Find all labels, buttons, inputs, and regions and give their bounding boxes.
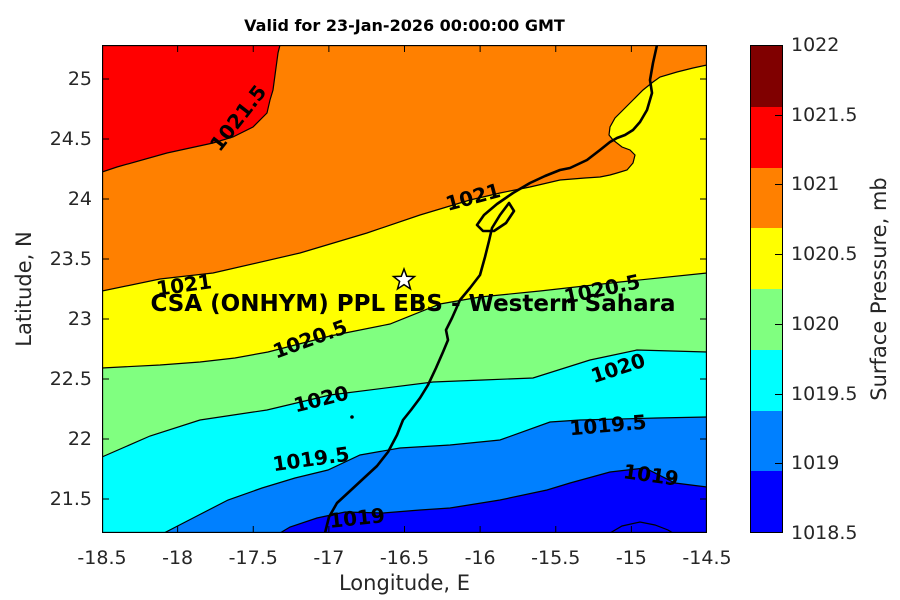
colorbar: [750, 45, 783, 533]
colorbar-tick-mark: [775, 463, 782, 465]
contour-line-1021.5: [101, 44, 281, 173]
colorbar-tick-label: 1021: [791, 173, 840, 196]
fill-band-above-1021.5: [102, 45, 280, 172]
contour-line-1021: [101, 64, 708, 292]
x-tick-label: -16.5: [379, 547, 430, 569]
coastline: [323, 43, 659, 535]
x-tick-label: -16: [464, 547, 496, 569]
colorbar-tick-label: 1019.5: [791, 382, 858, 405]
contour-line-1019: [279, 467, 708, 534]
y-tick-label: 22.5: [49, 368, 92, 390]
colorbar-tick-mark: [775, 393, 782, 395]
colorbar-tick-label: 1018.5: [791, 522, 858, 544]
y-tick-label: 22: [67, 428, 92, 450]
station-label: CSA (ONHYM) PPL EBS - Western Sahara: [150, 291, 675, 317]
colorbar-segment: [751, 349, 782, 411]
y-tick-label: 21.5: [49, 488, 92, 510]
colorbar-segment: [751, 46, 782, 107]
island-dot: [350, 415, 354, 419]
colorbar-axis-label: Surface Pressure, mb: [867, 177, 891, 401]
y-tick-label: 23: [67, 308, 92, 330]
x-tick-label: -17: [313, 547, 345, 569]
plot-title: Valid for 23-Jan-2026 00:00:00 GMT: [244, 16, 565, 35]
pressure-contour-map: 1021.5 1021 1021 1020.5 1020.5 1020 1020 1019.5…: [101, 43, 708, 535]
contour-line-1020.5: [101, 272, 708, 369]
colorbar-tick-label: 1019: [791, 452, 840, 475]
colorbar-segment: [751, 167, 782, 229]
colorbar-tick-label: 1021.5: [791, 103, 858, 126]
x-tick-label: -18.5: [77, 547, 127, 569]
colorbar-segment: [751, 289, 782, 350]
colorbar-tick-label: 1022: [791, 34, 840, 56]
x-tick-label: -15: [615, 547, 647, 569]
colorbar-segment: [751, 106, 782, 168]
x-axis-label: Longitude, E: [338, 571, 471, 595]
axes-box: [101, 44, 708, 534]
x-tick-label: -18: [162, 547, 194, 569]
contour-line-1019.5: [163, 416, 708, 534]
station-star-marker: [391, 266, 417, 291]
colorbar-tick-label: 1020: [791, 312, 840, 335]
y-tick-label: 24: [67, 187, 92, 210]
y-tick-label: 24.5: [49, 127, 92, 150]
x-tick-label: -17.5: [228, 547, 278, 569]
contour-line-1018.5: [609, 521, 674, 534]
contour-line-1020: [101, 349, 708, 458]
x-tick-label: -15.5: [531, 547, 581, 569]
colorbar-segment: [751, 410, 782, 472]
colorbar-tick-mark: [775, 254, 782, 256]
colorbar-segment: [751, 471, 782, 532]
colorbar-tick-label: 1020.5: [791, 243, 858, 266]
colorbar-tick-mark: [775, 323, 782, 325]
colorbar-tick-mark: [775, 184, 782, 186]
y-tick-label: 25: [67, 67, 92, 90]
y-tick-label: 23.5: [49, 247, 92, 270]
colorbar-tick-mark: [775, 114, 782, 116]
contour-label-1019: 1019: [328, 503, 386, 533]
pressure-map-canvas: 1021.5102110211020.51020.5102010201019.5…: [101, 43, 708, 535]
x-tick-label: -14.5: [682, 547, 732, 569]
colorbar-segment: [751, 228, 782, 289]
